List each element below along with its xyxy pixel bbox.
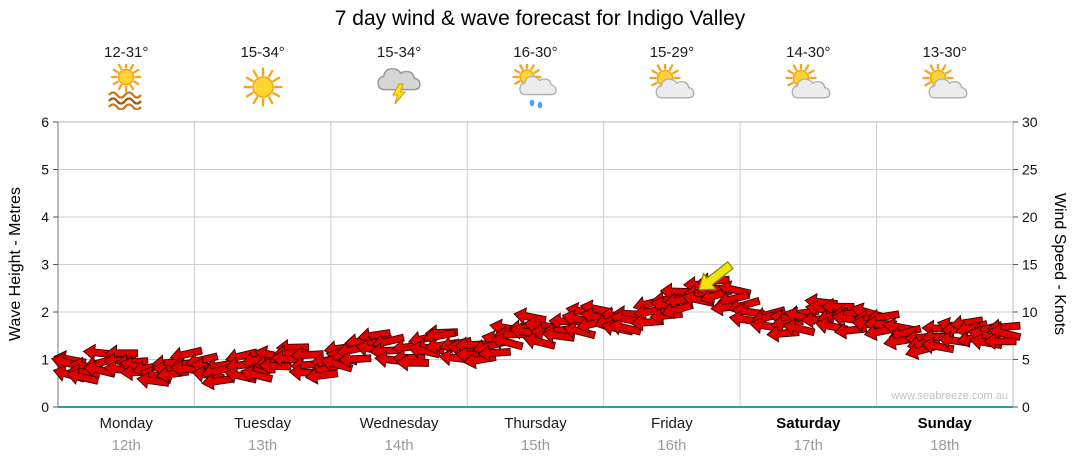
day-temp: 14-30° [786,44,831,61]
watermark: www.seabreeze.com.au [891,390,1008,402]
day-header: 14-30° [740,44,876,110]
day-name: Tuesday [234,415,292,432]
wind-arrow [82,360,117,378]
day-temp: 12-31° [104,44,149,61]
day-date: 18th [930,437,960,454]
svg-text:25: 25 [1022,162,1038,178]
day-temp: 15-29° [649,44,695,61]
day-date: 13th [248,437,278,454]
wind-arrow [562,321,597,340]
sun-waves-icon [103,61,149,111]
svg-text:3: 3 [41,257,49,273]
day-label: Tuesday 13th [194,415,330,454]
sun-cloud-icon [922,62,968,110]
day-label: Thursday 15th [467,415,603,454]
day-temp: 15-34° [376,44,422,61]
sun-cloud-icon [649,62,695,110]
right-axis-title: Wind Speed - Knots [1051,192,1068,336]
svg-text:20: 20 [1022,209,1038,225]
day-temp: 13-30° [922,44,967,61]
wind-arrow [660,301,694,320]
day-date: 16th [657,437,687,454]
sun-cloud-icon [785,62,831,110]
wind-arrow [921,336,955,355]
day-header: 15-34° [194,44,330,110]
day-label: Saturday 17th [740,415,876,454]
day-date: 17th [793,437,823,454]
day-header: 15-29° [604,44,740,110]
left-axis-title: Wave Height - Metres [7,186,24,342]
wind-arrow [65,367,100,385]
day-header: 13-30° [877,44,1013,110]
page-title: 7 day wind & wave forecast for Indigo Va… [334,7,746,30]
day-name: Thursday [504,415,567,432]
day-header: 15-34° [331,44,467,110]
svg-text:5: 5 [41,162,49,178]
day-label: Wednesday 14th [331,415,467,454]
svg-text:0: 0 [1022,399,1030,415]
highlight-arrow [698,260,734,291]
wind-arrow [541,326,576,345]
svg-text:1: 1 [41,352,49,368]
day-label: Friday 16th [604,415,740,454]
day-date: 14th [384,437,414,454]
day-label: Monday 12th [58,415,194,454]
day-name: Saturday [776,415,841,432]
day-date: 15th [520,437,551,454]
svg-text:2: 2 [41,304,49,320]
day-headers: 12-31° 15-34° 15-34° 16-30° 15-29° 14-30… [58,44,1013,111]
svg-text:0: 0 [41,399,49,415]
wind-arrow [477,344,511,363]
wind-arrow [338,350,372,369]
day-temp: 15-34° [240,44,285,61]
svg-text:30: 30 [1022,114,1038,130]
wind-arrow [782,318,816,337]
day-date: 12th [111,437,141,454]
svg-text:15: 15 [1022,257,1038,273]
day-footer: Monday 12th Tuesday 13th Wednesday 14th … [58,415,1013,454]
sunny-icon [240,64,286,110]
wind-arrow [983,332,1017,351]
day-header: 16-30° [467,44,603,110]
thunderstorm-icon [376,64,422,110]
day-name: Friday [651,415,693,432]
day-label: Sunday 18th [877,415,1013,454]
day-name: Monday [99,415,153,432]
wind-arrow [320,354,354,373]
day-name: Wednesday [359,415,439,432]
svg-text:6: 6 [41,114,49,130]
wind-arrow [490,332,524,351]
wind-arrow [407,341,441,359]
sun-cloud-rain-icon [512,62,558,110]
svg-text:4: 4 [41,209,49,225]
svg-text:5: 5 [1022,352,1030,368]
wind-arrow [608,318,642,336]
day-header: 12-31° [58,44,194,111]
wind-arrow [395,353,430,372]
svg-text:10: 10 [1022,304,1038,320]
day-name: Sunday [917,415,972,432]
wind-arrow [240,365,274,383]
wind-arrow [304,367,339,385]
day-temp: 16-30° [513,44,558,61]
wind-arrow [522,332,556,350]
